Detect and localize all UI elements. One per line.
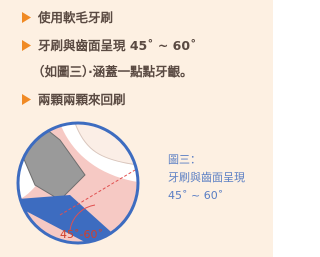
page: 使用軟毛牙刷 牙刷與齒面呈現 45˚ ~ 60˚ （如圖三）‧涵蓋一點點牙齦。 … bbox=[0, 0, 273, 257]
instruction-text: 兩顆兩顆來回刷 bbox=[38, 92, 126, 107]
instruction-text: 使用軟毛牙刷 bbox=[37, 10, 113, 25]
diagram: 使用軟毛牙刷 牙刷與齒面呈現 45˚ ~ 60˚ （如圖三）‧涵蓋一點點牙齦。 … bbox=[0, 0, 273, 257]
figure-caption: 45˚ ~ 60˚ bbox=[168, 189, 223, 202]
angle-label: 45˚-60˚ bbox=[60, 228, 103, 241]
figure-caption: 牙刷與齒面呈現 bbox=[168, 170, 245, 184]
instruction-text: 牙刷與齒面呈現 45˚ ~ 60˚ bbox=[38, 38, 196, 53]
instruction-text: （如圖三）‧涵蓋一點點牙齦。 bbox=[32, 64, 193, 79]
figure-caption: 圖三： bbox=[168, 153, 201, 166]
